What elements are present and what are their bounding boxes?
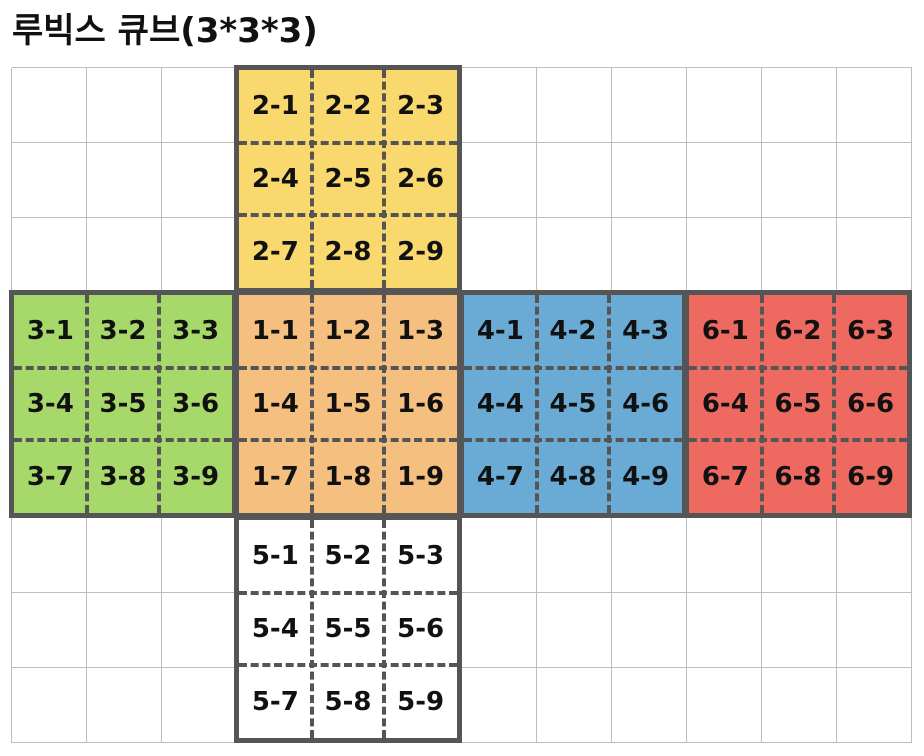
face-divider-horizontal xyxy=(239,438,457,443)
face-divider-vertical xyxy=(832,295,837,513)
cell-label: 3-6 xyxy=(172,388,220,419)
cell-label: 2-2 xyxy=(324,91,372,122)
face-divider-horizontal xyxy=(239,140,457,145)
cell-label: 4-4 xyxy=(476,388,524,419)
cell-label: 1-9 xyxy=(397,461,445,492)
cell-label: 5-5 xyxy=(324,613,372,644)
cell-label: 6-8 xyxy=(774,461,822,492)
cell-label: 5-7 xyxy=(251,686,299,717)
cell-label: 1-6 xyxy=(397,388,445,419)
cell-label: 5-1 xyxy=(251,541,299,572)
cube-face-6: 6-1 6-2 6-3 6-4 6-5 6-6 6-7 6-8 6-9 xyxy=(684,290,912,518)
cube-face-1: 1-1 1-2 1-3 1-4 1-5 1-6 1-7 1-8 1-9 xyxy=(234,290,462,518)
cell-label: 4-1 xyxy=(476,316,524,347)
face-divider-vertical xyxy=(157,295,162,513)
cell-label: 4-9 xyxy=(622,461,670,492)
cell-label: 6-6 xyxy=(847,388,895,419)
cell-label: 4-3 xyxy=(622,316,670,347)
cube-face-5: 5-1 5-2 5-3 5-4 5-5 5-6 5-7 5-8 5-9 xyxy=(234,515,462,743)
cell-label: 5-8 xyxy=(324,686,372,717)
cell-label: 3-4 xyxy=(26,388,74,419)
cell-label: 4-2 xyxy=(549,316,597,347)
face-divider-horizontal xyxy=(464,365,682,370)
cell-label: 6-1 xyxy=(701,316,749,347)
cell-label: 2-4 xyxy=(251,163,299,194)
cell-label: 3-7 xyxy=(26,461,74,492)
cube-face-2: 2-1 2-2 2-3 2-4 2-5 2-6 2-7 2-8 2-9 xyxy=(234,65,462,293)
face-divider-vertical xyxy=(534,295,539,513)
cell-label: 6-2 xyxy=(774,316,822,347)
cell-label: 2-6 xyxy=(397,163,445,194)
face-divider-horizontal xyxy=(14,365,232,370)
cell-label: 4-8 xyxy=(549,461,597,492)
cell-label: 6-5 xyxy=(774,388,822,419)
cell-label: 3-8 xyxy=(99,461,147,492)
face-divider-vertical xyxy=(382,520,387,738)
cell-label: 4-7 xyxy=(476,461,524,492)
face-divider-horizontal xyxy=(689,365,907,370)
diagram-title: 루빅스 큐브(3*3*3) xyxy=(12,11,318,51)
cell-label: 6-3 xyxy=(847,316,895,347)
cell-label: 2-8 xyxy=(324,236,372,267)
cell-label: 5-3 xyxy=(397,541,445,572)
cell-label: 2-7 xyxy=(251,236,299,267)
cell-label: 2-3 xyxy=(397,91,445,122)
face-divider-horizontal xyxy=(239,365,457,370)
cell-label: 5-6 xyxy=(397,613,445,644)
cell-label: 2-9 xyxy=(397,236,445,267)
cell-label: 1-7 xyxy=(251,461,299,492)
face-divider-horizontal xyxy=(239,590,457,595)
cell-label: 1-3 xyxy=(397,316,445,347)
cell-label: 3-2 xyxy=(99,316,147,347)
cell-label: 3-5 xyxy=(99,388,147,419)
cell-label: 5-4 xyxy=(251,613,299,644)
cell-label: 5-9 xyxy=(397,686,445,717)
cell-label: 1-5 xyxy=(324,388,372,419)
cube-face-3: 3-1 3-2 3-3 3-4 3-5 3-6 3-7 3-8 3-9 xyxy=(9,290,237,518)
cube-face-4: 4-1 4-2 4-3 4-4 4-5 4-6 4-7 4-8 4-9 xyxy=(459,290,687,518)
face-divider-vertical xyxy=(382,70,387,288)
face-divider-vertical xyxy=(759,295,764,513)
face-divider-vertical xyxy=(309,70,314,288)
face-divider-horizontal xyxy=(239,663,457,668)
cell-label: 1-2 xyxy=(324,316,372,347)
face-divider-vertical xyxy=(309,520,314,738)
face-divider-horizontal xyxy=(689,438,907,443)
face-divider-horizontal xyxy=(464,438,682,443)
cell-label: 5-2 xyxy=(324,541,372,572)
face-divider-vertical xyxy=(607,295,612,513)
cell-label: 1-1 xyxy=(251,316,299,347)
cell-label: 3-3 xyxy=(172,316,220,347)
cell-label: 6-9 xyxy=(847,461,895,492)
cell-label: 6-7 xyxy=(701,461,749,492)
cell-label: 4-6 xyxy=(622,388,670,419)
face-divider-vertical xyxy=(84,295,89,513)
face-divider-vertical xyxy=(382,295,387,513)
face-divider-horizontal xyxy=(239,213,457,218)
face-divider-vertical xyxy=(309,295,314,513)
cell-label: 1-8 xyxy=(324,461,372,492)
cell-label: 3-1 xyxy=(26,316,74,347)
cell-label: 2-5 xyxy=(324,163,372,194)
cell-label: 6-4 xyxy=(701,388,749,419)
cell-label: 1-4 xyxy=(251,388,299,419)
face-divider-horizontal xyxy=(14,438,232,443)
cell-label: 3-9 xyxy=(172,461,220,492)
cell-label: 4-5 xyxy=(549,388,597,419)
cell-label: 2-1 xyxy=(251,91,299,122)
